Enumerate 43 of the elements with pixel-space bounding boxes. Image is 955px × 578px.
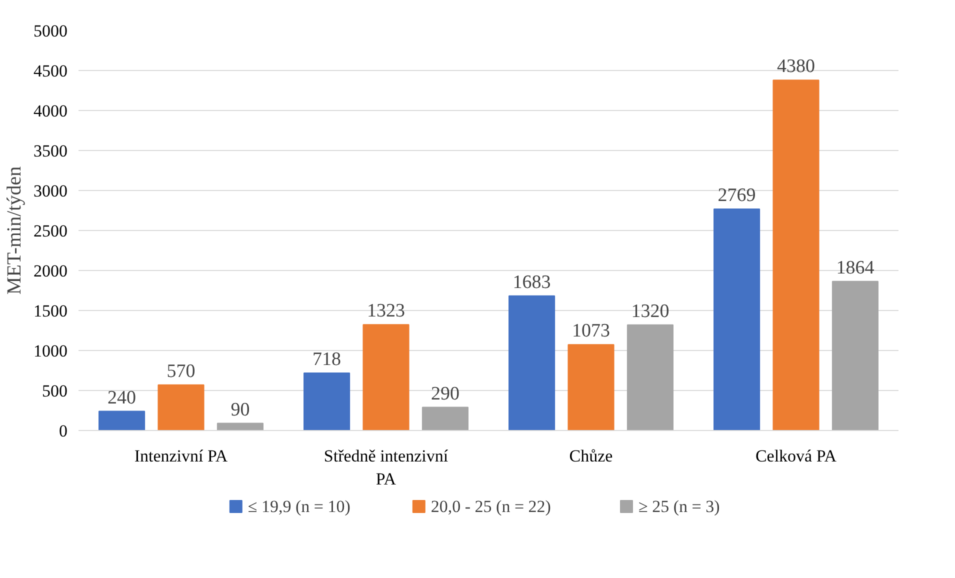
data-label: 4380 xyxy=(777,56,815,78)
y-tick-label: 3500 xyxy=(34,142,68,160)
bar xyxy=(304,372,350,430)
bar xyxy=(626,324,674,430)
data-label: 570 xyxy=(166,360,196,382)
bar xyxy=(508,295,556,430)
data-label: 718 xyxy=(312,349,342,370)
data-label: 1073 xyxy=(572,320,610,342)
data-label: 240 xyxy=(108,387,136,408)
y-tick-label: 5000 xyxy=(34,22,68,40)
bar xyxy=(832,280,878,430)
y-tick-label: 2500 xyxy=(34,222,68,240)
x-tick-label: Intenzivní PA xyxy=(134,446,228,466)
bar xyxy=(772,80,820,430)
y-tick-label: 1500 xyxy=(34,302,68,320)
y-tick-label: 1000 xyxy=(34,342,68,360)
legend-label: 20,0 - 25 (n = 22) xyxy=(430,497,551,516)
y-tick-label: 4500 xyxy=(34,62,68,80)
x-tick-label: Chůze xyxy=(569,446,613,466)
legend-label: ≤ 19,9 (n = 10) xyxy=(248,497,350,516)
data-label: 1323 xyxy=(367,300,405,322)
bar xyxy=(216,422,264,430)
data-label: 1864 xyxy=(836,257,875,278)
bar xyxy=(98,410,146,430)
bar xyxy=(158,384,204,430)
y-axis-title: MET-min/týden xyxy=(4,166,26,295)
data-label: 90 xyxy=(230,399,250,420)
data-label: 1683 xyxy=(512,272,551,293)
bar xyxy=(714,208,760,430)
data-label: 1320 xyxy=(631,300,670,322)
x-tick-label: Středně intenzivní PA xyxy=(324,446,448,488)
x-tick-label: Celková PA xyxy=(755,446,838,466)
data-label: 2769 xyxy=(718,184,756,206)
y-tick-label: 3000 xyxy=(34,182,68,200)
legend-label: ≥ 25 (n = 3) xyxy=(638,497,720,516)
y-tick-label: 4000 xyxy=(34,102,68,120)
y-tick-label: 0 xyxy=(59,422,68,440)
y-tick-label: 2000 xyxy=(34,262,68,280)
bar xyxy=(422,406,468,430)
y-tick-label: 500 xyxy=(42,382,68,400)
bar xyxy=(362,324,410,430)
bar xyxy=(568,344,614,430)
data-label: 290 xyxy=(430,383,460,404)
